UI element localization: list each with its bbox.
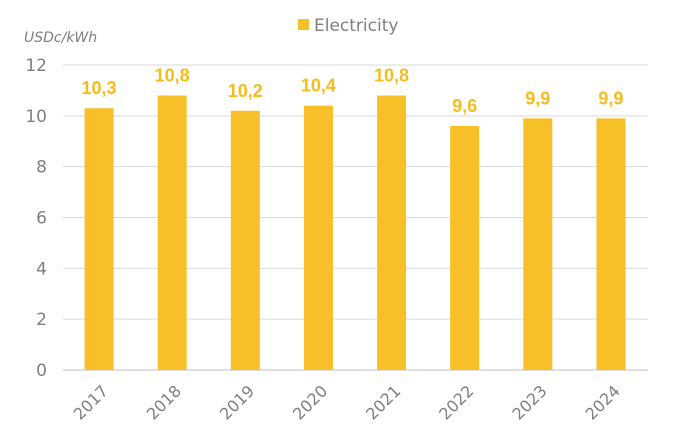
bar-2024 <box>596 118 626 370</box>
y-axis-unit-label: USDc/kWh <box>24 30 97 46</box>
bar-2021 <box>377 95 407 370</box>
x-tick-label: 2020 <box>289 381 331 423</box>
legend-swatch-electricity <box>298 19 309 30</box>
data-label-2023: 9,9 <box>525 88 550 108</box>
y-tick-label: 8 <box>36 158 47 178</box>
legend-label-electricity: Electricity <box>314 16 398 36</box>
bar-2019 <box>230 110 260 370</box>
bar-2023 <box>523 118 553 370</box>
y-tick-label: 12 <box>25 56 47 76</box>
x-tick-label: 2022 <box>435 381 477 423</box>
x-tick-label: 2017 <box>70 381 112 423</box>
data-label-2020: 10,4 <box>301 76 336 96</box>
x-tick-label: 2019 <box>216 381 258 423</box>
bar-2017 <box>84 108 114 370</box>
data-label-2021: 10,8 <box>374 66 409 86</box>
data-label-2024: 9,9 <box>598 88 623 108</box>
x-tick-label: 2018 <box>143 381 185 423</box>
bar-2020 <box>303 105 333 371</box>
x-tick-label: 2021 <box>362 381 404 423</box>
y-tick-label: 0 <box>36 361 47 381</box>
y-tick-label: 2 <box>36 310 47 330</box>
data-label-2019: 10,2 <box>228 81 263 101</box>
legend: Electricity <box>298 16 398 36</box>
bar-2018 <box>157 95 187 370</box>
data-label-2018: 10,8 <box>155 66 190 86</box>
data-label-2022: 9,6 <box>452 96 477 116</box>
data-label-2017: 10,3 <box>82 78 117 98</box>
bar-2022 <box>450 126 480 370</box>
x-tick-label: 2024 <box>582 381 624 423</box>
x-tick-label: 2023 <box>508 381 550 423</box>
y-tick-label: 4 <box>36 259 47 279</box>
y-tick-label: 6 <box>36 209 47 229</box>
y-tick-label: 10 <box>25 107 47 127</box>
